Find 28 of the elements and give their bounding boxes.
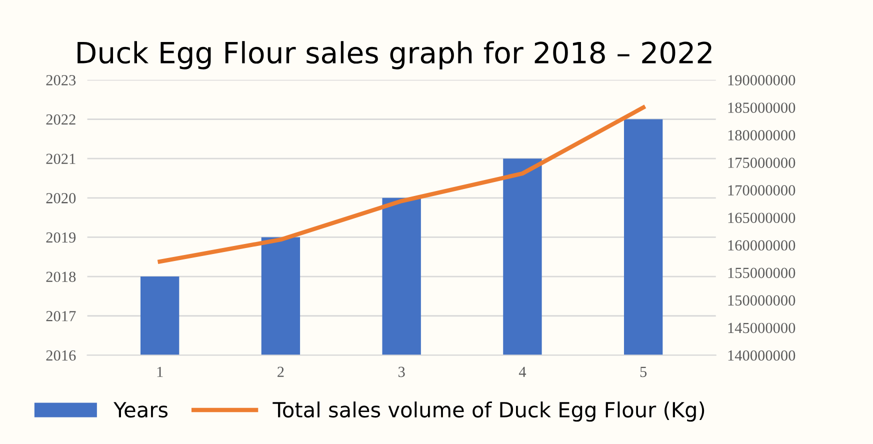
x-tick-label: 2	[278, 366, 284, 377]
y2-tick-label: 155000000	[728, 268, 796, 278]
legend-label: Years	[114, 402, 168, 418]
x-tick-label: 4	[518, 366, 526, 377]
y-tick-label: 2021	[46, 154, 76, 164]
line-series	[158, 105, 646, 264]
y2-tick-label: 150000000	[728, 295, 796, 306]
y2-tick-label: 140000000	[728, 350, 796, 361]
x-tick-label: 5	[640, 366, 647, 378]
y-tick-label: 2020	[46, 193, 76, 204]
y2-tick-label: 160000000	[728, 240, 796, 251]
chart-title: Duck Egg Flour sales graph for 2018 – 2022	[78, 41, 712, 70]
y-tick-label: 2018	[46, 272, 76, 282]
y2-tick-label: 185000000	[728, 102, 796, 113]
y-tick-label: 2019	[46, 232, 76, 243]
y-tick-label: 2017	[46, 311, 76, 322]
y-tick-label: 2016	[46, 350, 76, 361]
y-tick-label: 2022	[46, 114, 76, 125]
y2-tick-label: 175000000	[728, 158, 796, 168]
x-tick-label: 3	[398, 366, 405, 378]
x-tick-label: 1	[157, 366, 163, 377]
y2-tick-label: 145000000	[728, 322, 796, 334]
y2-tick-label: 190000000	[728, 75, 796, 86]
legend-label: Total sales volume of Duck Egg Flour (Kg)	[272, 401, 704, 422]
y-tick-label: 2023	[46, 75, 76, 86]
y2-tick-label: 165000000	[728, 212, 796, 224]
y2-tick-label: 170000000	[728, 185, 796, 196]
y2-tick-label: 180000000	[728, 130, 796, 140]
